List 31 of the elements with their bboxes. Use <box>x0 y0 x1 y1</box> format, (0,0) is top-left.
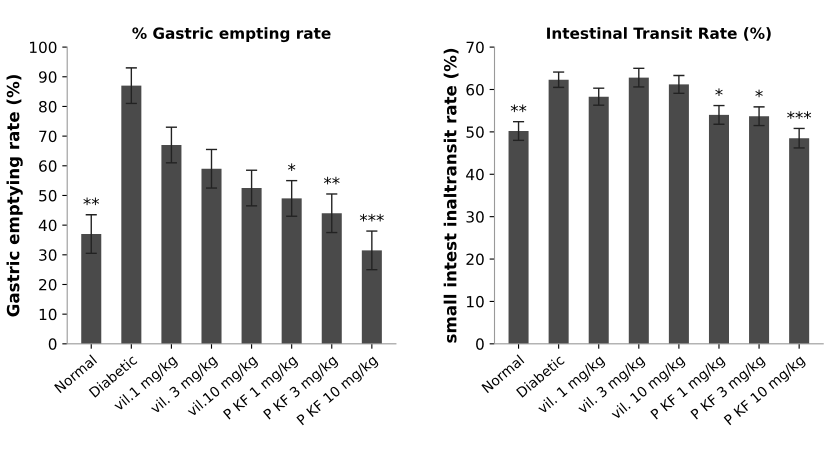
y-tick-label: 40 <box>38 220 56 232</box>
annotation: ** <box>324 176 340 184</box>
y-tick-label: 70 <box>466 42 484 54</box>
y-tick-label: 10 <box>40 308 56 320</box>
y-tick-label: 10 <box>467 296 484 308</box>
annotation: * <box>715 88 723 96</box>
y-tick-label: 0 <box>48 338 56 350</box>
annotation: ** <box>510 104 526 112</box>
y-tick-label: 60 <box>466 84 484 96</box>
y-tick-label: 90 <box>39 71 56 83</box>
annotation: *** <box>787 111 812 119</box>
y-axis-title: Gastric emptying rate (%) <box>6 75 23 316</box>
y-tick-label: 20 <box>39 278 56 291</box>
y-tick-label: 30 <box>466 211 484 223</box>
chart-title: Intestinal Transit Rate (%) <box>547 27 771 41</box>
annotation: * <box>288 163 296 172</box>
y-tick-label: 0 <box>476 338 484 350</box>
y-tick-label: 30 <box>39 249 56 261</box>
y-tick-label: 80 <box>39 100 56 112</box>
annotation: ** <box>83 198 100 206</box>
y-tick-label: 70 <box>39 130 56 142</box>
chart-title: % Gastric empting rate <box>132 27 331 42</box>
y-tick-label: 50 <box>39 190 56 202</box>
annotation: *** <box>360 214 384 222</box>
y-tick-label: 60 <box>39 160 56 172</box>
annotation: * <box>755 90 763 98</box>
y-axis-title: small intest inaltransit rate (%) <box>444 48 459 343</box>
y-tick-label: 50 <box>466 126 484 138</box>
y-tick-label: 100 <box>30 42 56 54</box>
y-tick-label: 20 <box>466 254 484 266</box>
y-tick-label: 40 <box>466 168 484 180</box>
